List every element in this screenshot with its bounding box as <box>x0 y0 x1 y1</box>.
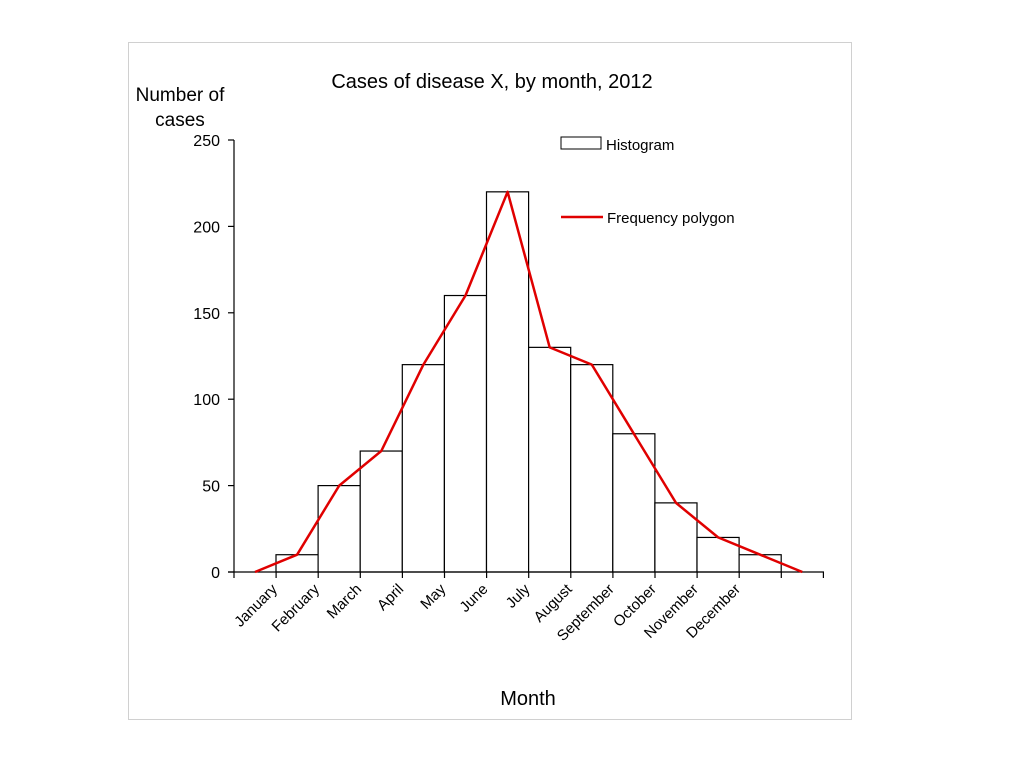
bar-april <box>401 364 445 573</box>
bar-march <box>359 450 403 573</box>
y-tick-label-100: 100 <box>193 392 220 409</box>
y-axis-label-line1: Number of <box>136 85 225 106</box>
chart-title: Cases of disease X, by month, 2012 <box>331 71 652 93</box>
bar-january <box>275 554 319 573</box>
x-tick-label-march: March <box>324 581 365 622</box>
bar-may <box>443 294 488 573</box>
frequency-polygon-line <box>254 190 803 574</box>
bar-august <box>570 364 614 573</box>
x-tick-label-april: April <box>374 581 407 614</box>
legend-histogram-swatch <box>560 136 602 150</box>
y-tick-label-200: 200 <box>193 219 220 236</box>
bar-february <box>317 485 361 573</box>
y-tick-label-0: 0 <box>211 565 220 582</box>
y-tick-label-250: 250 <box>193 133 220 150</box>
x-tick-label-july: July <box>503 580 534 611</box>
legend-histogram-label: Histogram <box>606 137 674 154</box>
bar-october <box>654 502 698 573</box>
y-axis-label-line2: cases <box>155 110 205 131</box>
x-axis-label: Month <box>500 688 556 710</box>
bar-july <box>527 346 572 573</box>
y-tick-label-150: 150 <box>193 306 220 323</box>
x-tick-label-june: June <box>456 581 491 616</box>
y-tick-label-50: 50 <box>202 479 220 496</box>
bar-september <box>612 433 656 573</box>
bar-december <box>738 554 782 573</box>
x-tick-label-may: May <box>417 580 449 612</box>
bars-group <box>275 191 782 573</box>
polygon-group <box>254 190 803 574</box>
legend-polygon-label: Frequency polygon <box>607 210 735 227</box>
